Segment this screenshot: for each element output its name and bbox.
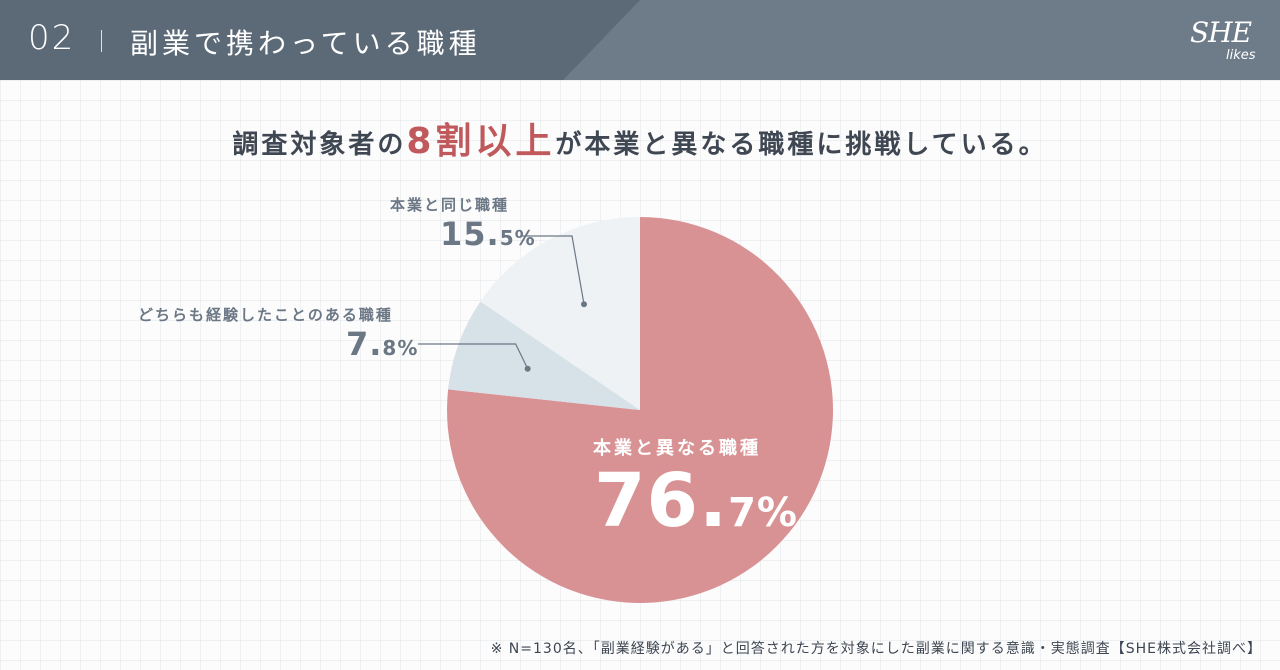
slice-value-same: 15.5% (440, 215, 536, 253)
leader-line-both-dot (524, 365, 531, 372)
logo-she-text: SHE (1190, 16, 1252, 49)
header-divider (101, 30, 102, 52)
slice-label-same: 本業と同じ職種 (390, 196, 510, 214)
slice-value-same-dec: 5% (499, 226, 536, 250)
logo-likes-text: likes (1226, 48, 1256, 63)
page-title: 副業で携わっている職種 (130, 27, 481, 60)
section-number: 02 (28, 18, 76, 58)
leader-line-same (522, 235, 585, 305)
pie-slice-different (446, 217, 833, 603)
leader-line-both (418, 343, 529, 370)
slice-value-same-int: 15. (440, 215, 500, 253)
pie-slice-same (480, 217, 640, 410)
slice-value-both: 7.8% (346, 325, 418, 363)
slice-value-different-dec: 7% (728, 490, 799, 536)
header-dark-band (0, 0, 640, 80)
slice-value-both-int: 7. (346, 325, 383, 363)
header-bar: 02 副業で携わっている職種 SHE likes (0, 0, 1280, 80)
pie-slice-both (448, 301, 640, 410)
headline-before: 調査対象者の (232, 130, 407, 160)
slice-value-different-int: 76. (594, 458, 729, 544)
headline-emphasis: 8割以上 (406, 121, 556, 162)
survey-footnote: ※ N=130名、「副業経験がある」と回答された方を対象にした副業に関する意識・… (490, 641, 1262, 657)
headline: 調査対象者の8割以上が本業と異なる職種に挑戦している。 (0, 112, 1280, 164)
headline-after: が本業と異なる職種に挑戦している。 (555, 130, 1048, 160)
leader-line-same-dot (581, 301, 588, 308)
slice-value-both-dec: 8% (382, 336, 419, 360)
slice-value-different: 76.7% (594, 458, 798, 544)
slice-label-both: どちらも経験したことのある職種 (138, 306, 393, 324)
she-likes-logo: SHE likes (1186, 14, 1266, 68)
slice-label-different: 本業と異なる職種 (593, 438, 761, 459)
